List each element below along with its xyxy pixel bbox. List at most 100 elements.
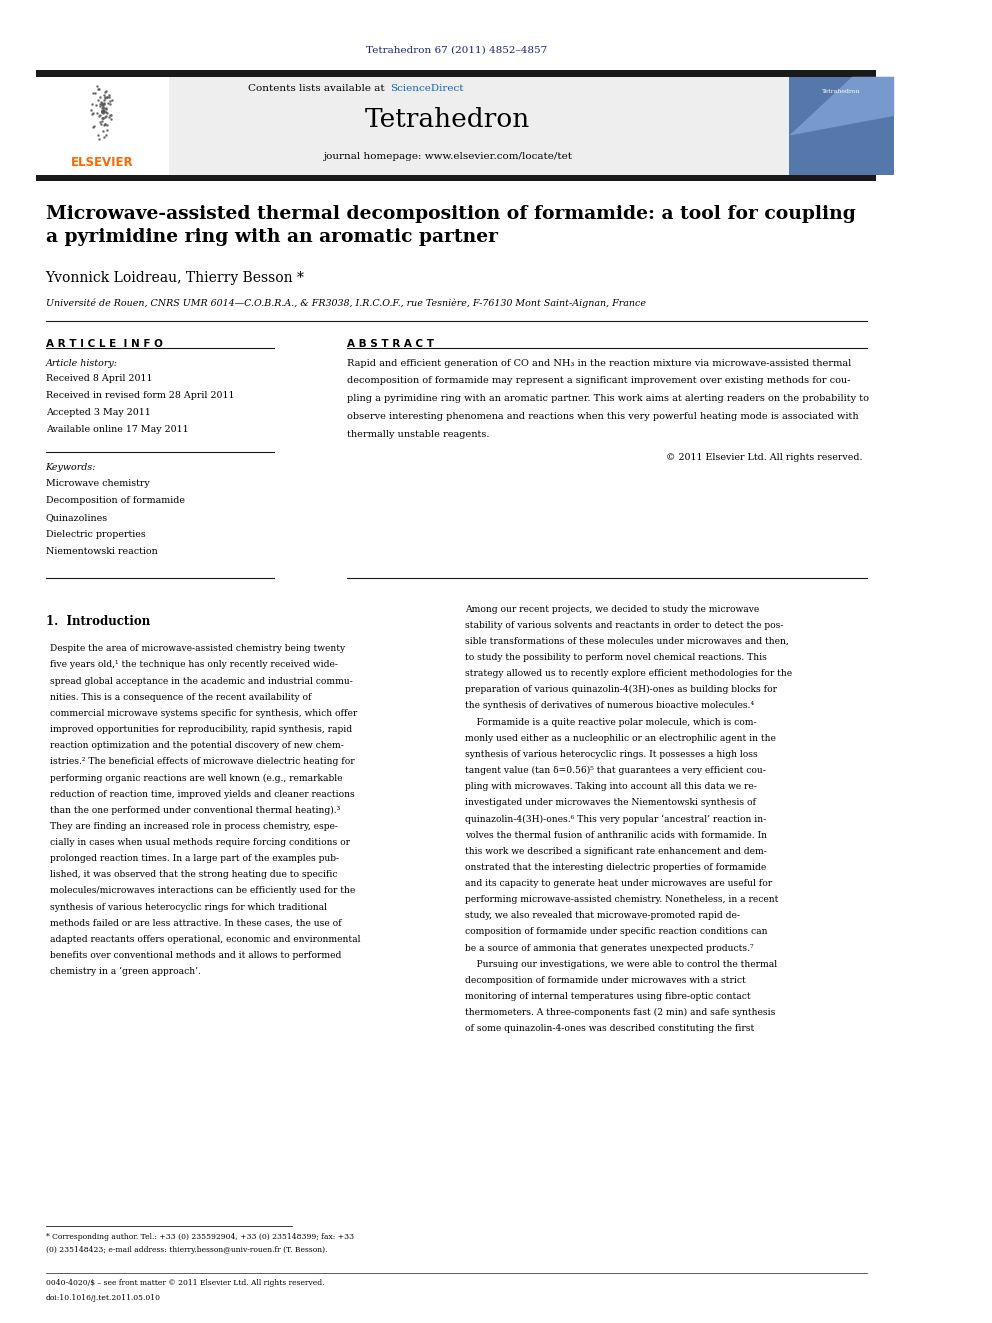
Point [98,99,114,120]
Point [95,101,111,122]
Text: this work we described a significant rate enhancement and dem-: this work we described a significant rat… [465,847,767,856]
Text: prolonged reaction times. In a large part of the examples pub-: prolonged reaction times. In a large par… [51,855,339,863]
Text: performing microwave-assisted chemistry. Nonetheless, in a recent: performing microwave-assisted chemistry.… [465,896,779,904]
Point [95,99,111,120]
Text: Tetrahedron 67 (2011) 4852–4857: Tetrahedron 67 (2011) 4852–4857 [366,46,547,54]
Point [96,93,112,114]
Point [94,110,110,131]
Text: journal homepage: www.elsevier.com/locate/tet: journal homepage: www.elsevier.com/locat… [322,152,571,160]
Text: Tetrahedron: Tetrahedron [364,107,530,131]
Polygon shape [790,77,894,135]
Text: volves the thermal fusion of anthranilic acids with formamide. In: volves the thermal fusion of anthranilic… [465,831,768,840]
Text: Contents lists available at: Contents lists available at [248,85,388,93]
Point [102,93,118,114]
Text: A B S T R A C T: A B S T R A C T [347,339,434,349]
Text: be a source of ammonia that generates unexpected products.⁷: be a source of ammonia that generates un… [465,943,754,953]
Text: performing organic reactions are well known (e.g., remarkable: performing organic reactions are well kn… [51,774,342,782]
Point [94,101,110,122]
Point [98,81,114,102]
Point [90,124,106,146]
Text: Among our recent projects, we decided to study the microwave: Among our recent projects, we decided to… [465,605,760,614]
Point [89,75,105,97]
Point [101,85,117,106]
Point [95,102,111,123]
Text: benefits over conventional methods and it allows to performed: benefits over conventional methods and i… [51,951,341,960]
Point [101,106,117,127]
Point [99,103,115,124]
Text: and its capacity to generate heat under microwaves are useful for: and its capacity to generate heat under … [465,878,773,888]
Text: Yvonnick Loidreau, Thierry Besson *: Yvonnick Loidreau, Thierry Besson * [46,271,305,286]
Text: methods failed or are less attractive. In these cases, the use of: methods failed or are less attractive. I… [51,918,342,927]
Point [85,116,101,138]
Point [98,124,114,146]
Point [102,90,118,111]
Point [99,93,115,114]
Text: Université de Rouen, CNRS UMR 6014—C.O.B.R.A., & FR3038, I.R.C.O.F., rue Tesnièr: Université de Rouen, CNRS UMR 6014—C.O.B… [46,299,646,308]
Text: Keywords:: Keywords: [46,463,96,472]
Point [96,114,112,135]
Point [99,120,115,142]
Point [104,90,120,111]
Text: Despite the area of microwave-assisted chemistry being twenty: Despite the area of microwave-assisted c… [51,644,345,654]
Text: than the one performed under conventional thermal heating).³: than the one performed under conventiona… [51,806,340,815]
Point [95,107,111,128]
Point [92,95,108,116]
Text: reduction of reaction time, improved yields and cleaner reactions: reduction of reaction time, improved yie… [51,790,355,799]
Text: synthesis of various heterocyclic rings. It possesses a high loss: synthesis of various heterocyclic rings.… [465,750,758,759]
Point [90,78,106,99]
Text: thermally unstable reagents.: thermally unstable reagents. [347,430,489,439]
Point [99,87,115,108]
Text: decomposition of formamide under microwaves with a strict: decomposition of formamide under microwa… [465,976,746,984]
Text: strategy allowed us to recently explore efficient methodologies for the: strategy allowed us to recently explore … [465,669,793,679]
Bar [37,70,876,77]
Point [93,114,109,135]
Point [98,98,114,119]
Point [90,90,106,111]
Text: * Corresponding author. Tel.: +33 (0) 235592904, +33 (0) 235148399; fax: +33: * Corresponding author. Tel.: +33 (0) 23… [46,1233,354,1241]
Point [103,105,119,126]
Text: They are finding an increased role in process chemistry, espe-: They are finding an increased role in pr… [51,822,338,831]
Point [96,89,112,110]
Point [91,78,107,99]
Point [96,114,112,135]
Point [101,86,117,107]
Text: © 2011 Elsevier Ltd. All rights reserved.: © 2011 Elsevier Ltd. All rights reserved… [666,452,862,462]
Point [95,120,111,142]
Point [85,82,101,103]
Text: Decomposition of formamide: Decomposition of formamide [46,496,185,505]
Point [97,81,113,102]
Point [94,94,110,115]
Text: pling with microwaves. Taking into account all this data we re-: pling with microwaves. Taking into accou… [465,782,757,791]
Text: study, we also revealed that microwave-promoted rapid de-: study, we also revealed that microwave-p… [465,912,740,921]
Text: (0) 235148423; e-mail address: thierry.besson@univ-rouen.fr (T. Besson).: (0) 235148423; e-mail address: thierry.b… [46,1246,327,1254]
Point [94,98,110,119]
Point [92,94,108,115]
Text: lished, it was observed that the strong heating due to specific: lished, it was observed that the strong … [51,871,337,880]
Point [94,94,110,115]
Point [99,114,115,135]
Point [96,93,112,114]
Point [85,116,101,138]
Text: Received in revised form 28 April 2011: Received in revised form 28 April 2011 [46,392,234,401]
Point [94,107,110,128]
Text: Dielectric properties: Dielectric properties [46,529,146,538]
Point [97,105,113,126]
Point [93,91,109,112]
Point [91,111,107,132]
Text: commercial microwave systems specific for synthesis, which offer: commercial microwave systems specific fo… [51,709,357,718]
Point [95,102,111,123]
Point [94,101,110,122]
Text: Pursuing our investigations, we were able to control the thermal: Pursuing our investigations, we were abl… [465,959,778,968]
Text: ScienceDirect: ScienceDirect [390,85,463,93]
Text: Received 8 April 2011: Received 8 April 2011 [46,374,152,384]
Point [92,86,108,107]
Text: the synthesis of derivatives of numerous bioactive molecules.⁴: the synthesis of derivatives of numerous… [465,701,755,710]
Point [103,108,119,130]
Point [97,102,113,123]
Text: molecules/microwaves interactions can be efficiently used for the: molecules/microwaves interactions can be… [51,886,355,896]
Text: tangent value (tan δ=0.56)⁵ that guarantees a very efficient cou-: tangent value (tan δ=0.56)⁵ that guarant… [465,766,766,775]
Bar [37,77,876,175]
Point [85,102,101,123]
Text: decomposition of formamide may represent a significant improvement over existing: decomposition of formamide may represent… [347,376,850,385]
Bar [37,175,876,181]
